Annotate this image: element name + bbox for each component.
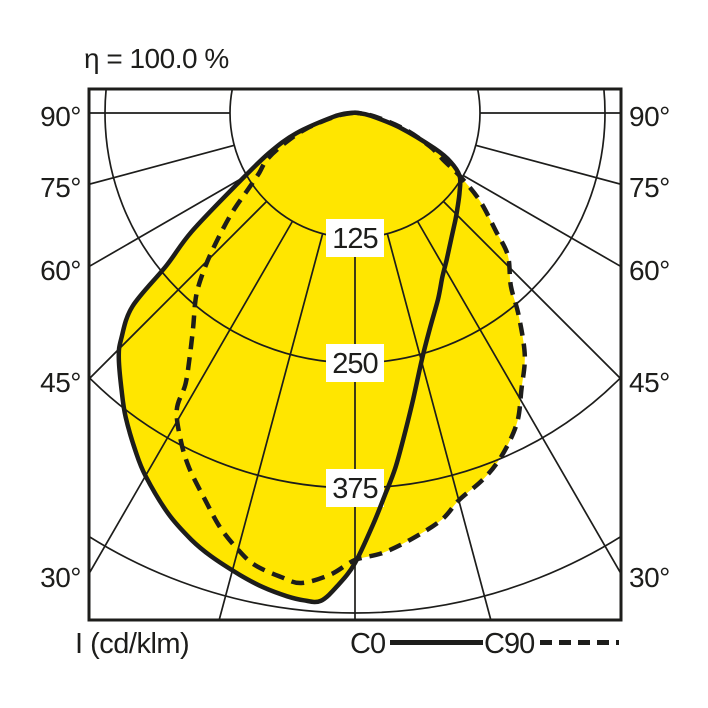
grid-ray-left-15deg (218, 233, 324, 620)
legend-c0-label: C0 (350, 628, 386, 660)
legend-c90-label: C90 (484, 628, 535, 660)
legend-c90-dashed-line-swatch (540, 640, 619, 645)
grid-ray-left-30deg (89, 220, 294, 575)
legend-unit-label: I (cd/klm) (75, 628, 190, 660)
ring-label-375: 375 (332, 473, 377, 505)
grid-ray-right-45deg (442, 200, 621, 380)
ring-label-125: 125 (332, 223, 377, 255)
gamma-label-left-90: 90° (40, 101, 81, 132)
grid-ray-right-15deg (386, 233, 492, 620)
gamma-label-left-45: 45° (40, 367, 81, 398)
gamma-label-right-90: 90° (629, 101, 670, 132)
plot-area: 125 250 375 (89, 89, 621, 620)
grid-ray-right-60deg (462, 174, 621, 268)
efficiency-title: η = 100.0 % (84, 43, 229, 74)
gamma-label-right-30: 30° (629, 562, 670, 593)
ring-label-box-250 (326, 344, 384, 382)
c0-curve (116, 110, 463, 605)
grid-ray-right-75deg (475, 144, 621, 186)
gamma-label-left-30: 30° (40, 562, 81, 593)
gamma-label-right-75: 75° (629, 172, 670, 203)
gamma-label-right-45: 45° (629, 367, 670, 398)
grid-ray-left-60deg (89, 174, 248, 268)
legend-c0-solid-line-swatch (390, 640, 483, 645)
ring-label-250: 250 (332, 348, 377, 380)
gamma-label-left-60: 60° (40, 255, 81, 286)
grid-ray-left-75deg (89, 144, 235, 186)
gamma-label-left-75: 75° (40, 172, 81, 203)
ring-label-box-375 (326, 469, 384, 507)
gamma-label-right-60: 60° (629, 255, 670, 286)
ring-label-box-125 (326, 219, 384, 257)
plot-frame (87, 87, 623, 622)
